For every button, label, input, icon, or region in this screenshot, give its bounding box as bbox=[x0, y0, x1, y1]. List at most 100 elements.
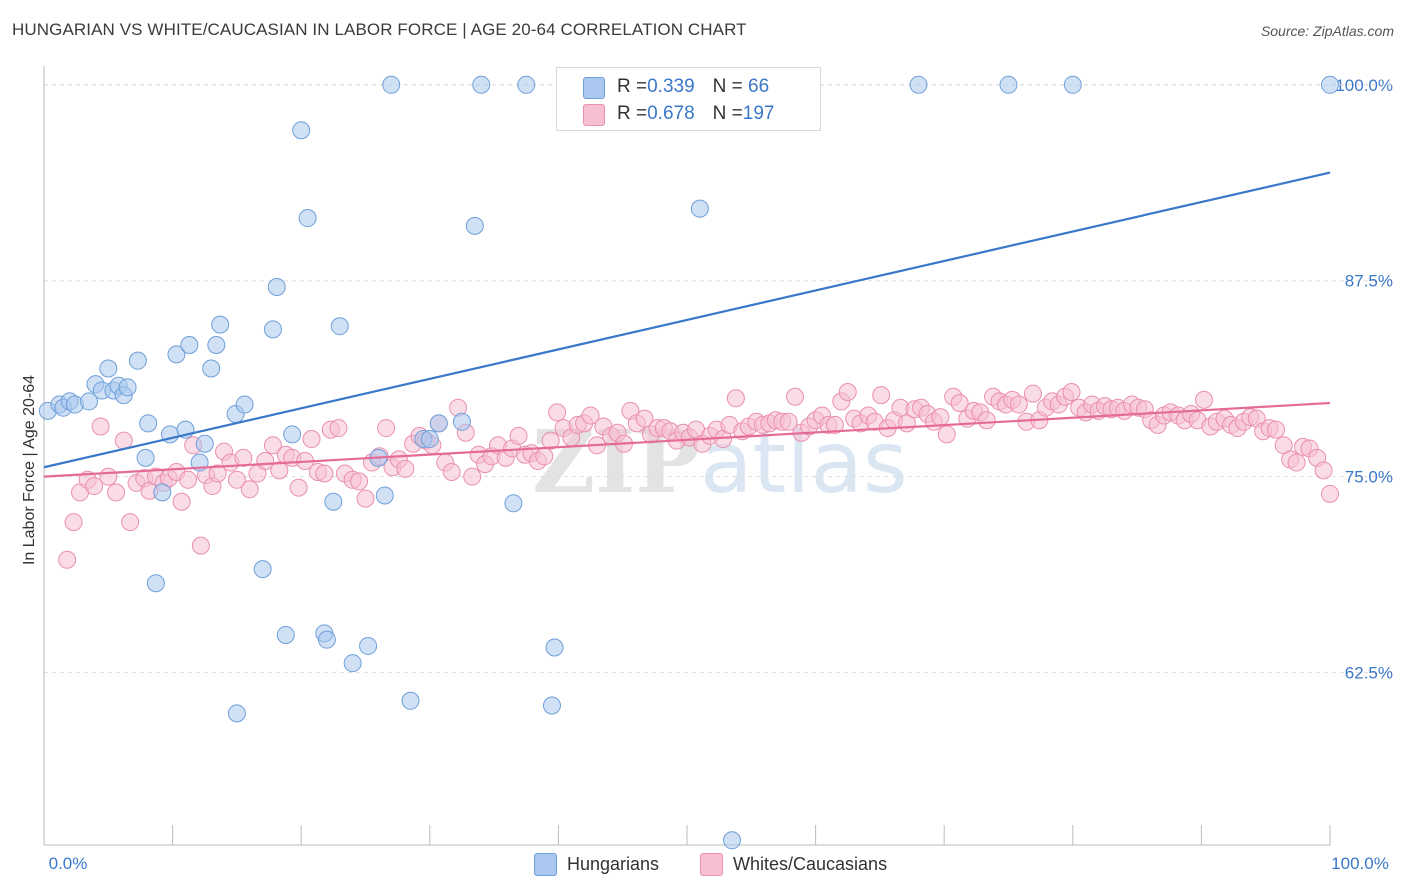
point-whites bbox=[172, 492, 191, 511]
point-hungarians bbox=[283, 425, 302, 444]
point-hungarians bbox=[153, 483, 172, 502]
stats-legend: R = 0.339 N = 66 R = 0.678 N = 197 bbox=[556, 67, 821, 131]
point-whites bbox=[315, 464, 334, 483]
point-hungarians bbox=[139, 414, 158, 433]
trendline-hungarians bbox=[43, 171, 1331, 469]
point-whites bbox=[99, 467, 118, 486]
legend-n-value: 66 bbox=[742, 76, 770, 97]
point-whites bbox=[442, 462, 461, 481]
bottom-legend-whites: Whites/Caucasians bbox=[700, 851, 887, 877]
point-whites bbox=[872, 386, 891, 405]
point-hungarians bbox=[227, 704, 246, 723]
point-hungarians bbox=[207, 335, 226, 354]
legend-n-label: N = bbox=[712, 76, 743, 97]
point-whites bbox=[463, 467, 482, 486]
point-hungarians bbox=[1063, 75, 1082, 94]
point-hungarians bbox=[118, 378, 137, 397]
point-hungarians bbox=[452, 412, 471, 431]
point-whites bbox=[179, 470, 198, 489]
point-hungarians bbox=[202, 359, 221, 378]
point-hungarians bbox=[909, 75, 928, 94]
point-hungarians bbox=[267, 278, 286, 297]
point-hungarians bbox=[504, 494, 523, 513]
point-whites bbox=[396, 459, 415, 478]
point-whites bbox=[64, 513, 83, 532]
point-hungarians bbox=[359, 636, 378, 655]
y-tick-label: 75.0% bbox=[1345, 468, 1393, 487]
point-whites bbox=[548, 403, 567, 422]
point-whites bbox=[1194, 390, 1213, 409]
bottom-legend-label: Whites/Caucasians bbox=[733, 853, 888, 874]
point-hungarians bbox=[517, 75, 536, 94]
point-hungarians bbox=[136, 448, 155, 467]
point-hungarians bbox=[253, 560, 272, 579]
point-hungarians bbox=[235, 395, 254, 414]
point-whites bbox=[191, 536, 210, 555]
legend-row-hungarians: R = 0.339 N = 66 bbox=[617, 75, 769, 99]
point-whites bbox=[227, 470, 246, 489]
point-hungarians bbox=[195, 434, 214, 453]
point-whites bbox=[726, 389, 745, 408]
legend-r-label: R = bbox=[617, 76, 648, 97]
trendline-whites bbox=[43, 401, 1331, 478]
point-whites bbox=[208, 464, 227, 483]
point-whites bbox=[535, 447, 554, 466]
point-hungarians bbox=[128, 351, 147, 370]
point-hungarians bbox=[420, 430, 439, 449]
point-hungarians bbox=[146, 574, 165, 593]
legend-r-label: R = bbox=[617, 103, 648, 124]
point-hungarians bbox=[276, 625, 295, 644]
point-hungarians bbox=[472, 75, 491, 94]
legend-row-whites: R = 0.678 N = 197 bbox=[617, 102, 774, 126]
point-whites bbox=[509, 426, 528, 445]
point-hungarians bbox=[382, 75, 401, 94]
point-whites bbox=[356, 489, 375, 508]
source-credit: Source: ZipAtlas.com bbox=[1260, 23, 1394, 39]
point-hungarians bbox=[723, 831, 742, 850]
point-whites bbox=[270, 461, 289, 480]
x-tick-label: 100.0% bbox=[1331, 854, 1389, 873]
point-hungarians bbox=[317, 630, 336, 649]
point-hungarians bbox=[80, 392, 99, 411]
bottom-swatch-whites bbox=[700, 852, 723, 876]
x-tick-label: 0.0% bbox=[49, 854, 88, 873]
point-whites bbox=[1266, 420, 1285, 439]
point-whites bbox=[302, 430, 321, 449]
point-hungarians bbox=[211, 315, 230, 334]
point-hungarians bbox=[375, 486, 394, 505]
bottom-swatch-hungarians bbox=[534, 852, 557, 876]
point-whites bbox=[350, 472, 369, 491]
point-whites bbox=[635, 409, 654, 428]
point-hungarians bbox=[343, 654, 362, 673]
point-hungarians bbox=[542, 696, 561, 715]
point-whites bbox=[377, 419, 396, 438]
point-whites bbox=[581, 406, 600, 425]
legend-swatch-whites bbox=[583, 104, 605, 126]
point-hungarians bbox=[465, 216, 484, 235]
point-whites bbox=[58, 550, 77, 569]
point-hungarians bbox=[180, 335, 199, 354]
chart-title: HUNGARIAN VS WHITE/CAUCASIAN IN LABOR FO… bbox=[12, 20, 747, 39]
point-whites bbox=[329, 419, 348, 438]
point-whites bbox=[1009, 395, 1028, 414]
point-hungarians bbox=[298, 209, 317, 228]
point-whites bbox=[1062, 383, 1081, 402]
point-whites bbox=[541, 431, 560, 450]
point-whites bbox=[1023, 384, 1042, 403]
point-whites bbox=[107, 483, 126, 502]
point-whites bbox=[931, 408, 950, 427]
point-whites bbox=[91, 417, 110, 436]
legend-r-value: 0.678 bbox=[647, 103, 695, 124]
point-hungarians bbox=[263, 320, 282, 339]
point-hungarians bbox=[330, 317, 349, 336]
bottom-legend-hungarians: Hungarians bbox=[534, 851, 659, 877]
legend-r-value: 0.339 bbox=[647, 76, 695, 97]
point-whites bbox=[1287, 453, 1306, 472]
point-whites bbox=[950, 393, 969, 412]
point-whites bbox=[240, 480, 259, 499]
point-hungarians bbox=[690, 199, 709, 218]
point-whites bbox=[937, 425, 956, 444]
point-whites bbox=[825, 415, 844, 434]
point-whites bbox=[977, 411, 996, 430]
y-tick-label: 62.5% bbox=[1345, 664, 1393, 683]
